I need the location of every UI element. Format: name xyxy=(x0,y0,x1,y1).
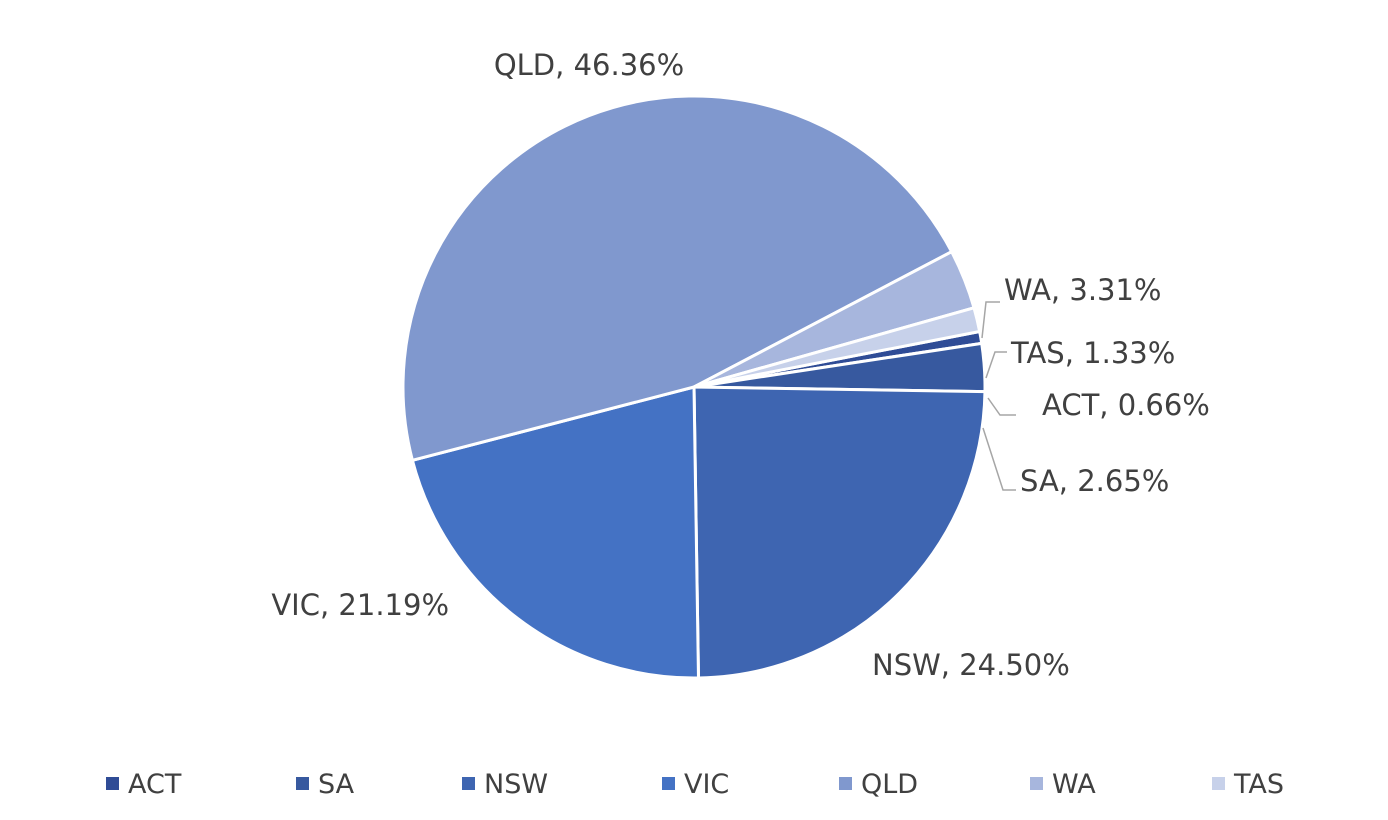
leader-line-wa xyxy=(981,301,1000,339)
slice-tas xyxy=(692,306,982,389)
legend-swatch-sa xyxy=(296,777,309,790)
data-label-nsw: NSW, 24.50% xyxy=(872,648,1070,682)
legend-label-act: ACT xyxy=(128,769,182,800)
slice-qld xyxy=(401,94,954,462)
legend-swatch-wa xyxy=(1030,777,1043,790)
data-labels: ACT, 0.66% SA, 2.65% NSW, 24.50% VIC, 21.19… xyxy=(271,48,1210,682)
leader-line-tas xyxy=(985,351,1007,379)
legend-label-wa: WA xyxy=(1052,769,1096,800)
legend-swatch-vic xyxy=(662,777,675,790)
legend-swatch-tas xyxy=(1212,777,1225,790)
legend-swatch-qld xyxy=(839,777,852,790)
data-label-vic: VIC, 21.19% xyxy=(271,588,449,622)
data-label-qld: QLD, 46.36% xyxy=(494,48,684,82)
legend-label-nsw: NSW xyxy=(484,769,548,800)
leader-line-sa xyxy=(982,427,1016,491)
slice-vic xyxy=(410,385,700,680)
legend-label-vic: VIC xyxy=(684,769,729,800)
legend-label-tas: TAS xyxy=(1233,769,1284,800)
data-label-act: ACT, 0.66% xyxy=(1042,388,1210,422)
pie-slices xyxy=(401,94,987,680)
legend: ACT SA NSW VIC QLD WA TAS xyxy=(106,769,1284,800)
legend-swatch-act xyxy=(106,777,119,790)
legend-swatch-nsw xyxy=(462,777,475,790)
data-label-sa: SA, 2.65% xyxy=(1020,464,1169,498)
data-label-tas: TAS, 1.33% xyxy=(1010,336,1175,370)
legend-label-sa: SA xyxy=(318,769,355,800)
slice-nsw xyxy=(692,385,987,680)
leader-lines xyxy=(981,301,1016,491)
legend-label-qld: QLD xyxy=(861,769,918,800)
leader-line-act xyxy=(987,397,1016,416)
data-label-wa: WA, 3.31% xyxy=(1004,273,1162,307)
